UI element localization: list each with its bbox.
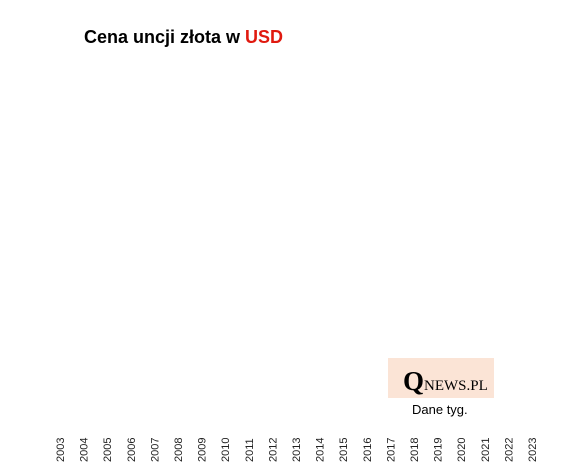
x-tick-label: 2012 xyxy=(267,438,279,462)
x-tick-label: 2006 xyxy=(126,438,138,462)
x-tick-label: 2007 xyxy=(149,438,161,462)
chart-title-currency: USD xyxy=(245,27,284,47)
data-source-note: Dane tyg. xyxy=(412,402,468,417)
x-tick-label: 2018 xyxy=(409,438,421,462)
qnews-logo: QNEWS.PL xyxy=(403,368,488,400)
x-tick-label: 2016 xyxy=(362,438,374,462)
x-tick-label: 2008 xyxy=(173,438,185,462)
x-tick-label: 2003 xyxy=(55,438,67,462)
x-tick-label: 2011 xyxy=(244,438,256,462)
logo-name: NEWS.PL xyxy=(424,378,488,394)
x-tick-label: 2022 xyxy=(503,438,515,462)
x-tick-label: 2004 xyxy=(79,438,91,462)
x-tick-label: 2020 xyxy=(456,438,468,462)
x-tick-label: 2017 xyxy=(385,438,397,462)
x-tick-label: 2023 xyxy=(527,438,539,462)
x-tick-label: 2019 xyxy=(433,438,445,462)
chart-title-main: Cena uncji złota w xyxy=(84,27,246,47)
chart-title: Cena uncji złota w USD xyxy=(84,27,283,48)
x-tick-label: 2009 xyxy=(197,438,209,462)
logo-q: Q xyxy=(403,366,425,396)
logo-box xyxy=(388,358,494,398)
x-tick-label: 2010 xyxy=(220,438,232,462)
x-tick-label: 2015 xyxy=(338,438,350,462)
x-tick-label: 2005 xyxy=(102,438,114,462)
x-axis: 2003 2004 2005 2006 2007 2008 2009 2010 2011 2012… xyxy=(55,438,539,462)
x-tick-label: 2014 xyxy=(315,438,327,462)
x-tick-label: 2021 xyxy=(480,438,492,462)
x-tick-label: 2013 xyxy=(291,438,303,462)
